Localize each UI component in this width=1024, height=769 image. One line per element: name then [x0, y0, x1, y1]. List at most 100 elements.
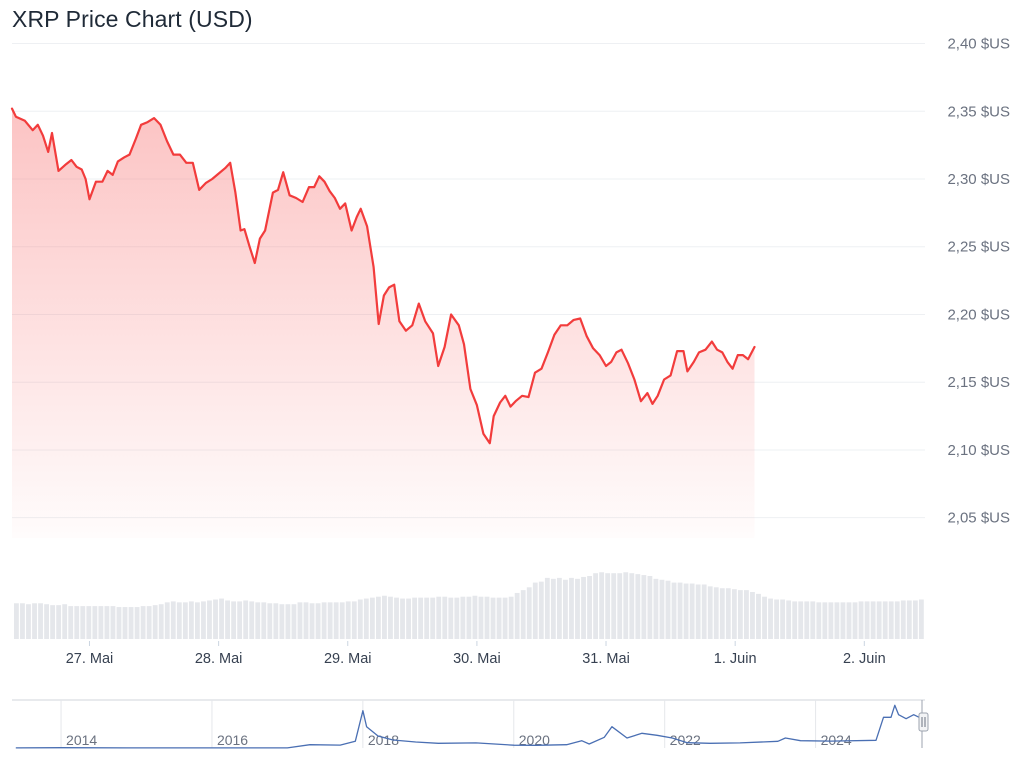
volume-bar [707, 586, 713, 639]
volume-bar [478, 596, 484, 639]
volume-bar [110, 606, 116, 639]
volume-bar [255, 602, 261, 639]
volume-bar [786, 600, 792, 639]
volume-bar [128, 607, 134, 639]
volume-bar [798, 601, 804, 639]
x-tick-label: 28. Mai [195, 651, 243, 667]
volume-bar [756, 593, 761, 639]
volume-bar [569, 577, 574, 639]
volume-bar [575, 578, 580, 639]
volume-bar [333, 602, 339, 639]
navigator-tick-label: 2014 [66, 732, 97, 748]
volume-bar [363, 598, 369, 639]
y-tick-label: 2,10 $US [947, 442, 1010, 459]
volume-bar [605, 573, 611, 639]
volume-bar [38, 603, 43, 639]
volume-bar [876, 601, 882, 639]
navigator-tick-label: 2020 [519, 732, 550, 748]
volume-bar [315, 603, 321, 639]
volume-bar [158, 604, 164, 639]
volume-bar [388, 596, 393, 639]
volume-bar [750, 592, 755, 639]
volume-bar [804, 601, 810, 639]
volume-bar [593, 573, 599, 639]
y-axis: 2,40 $US 2,35 $US 2,30 $US 2,25 $US 2,20 $US… [947, 36, 1010, 527]
volume-bar [80, 606, 86, 639]
volume-bar [713, 587, 719, 639]
volume-bar [261, 602, 267, 639]
volume-bar [164, 602, 170, 639]
volume-bar [695, 584, 701, 639]
volume-bar [683, 583, 689, 639]
volume-bar [412, 597, 418, 639]
volume-bar [291, 604, 297, 639]
volume-bar [484, 596, 490, 639]
volume-bar [581, 576, 586, 639]
x-tick-label: 27. Mai [66, 651, 114, 667]
x-tick-label: 29. Mai [324, 651, 372, 667]
volume-bar [587, 576, 592, 639]
volume-bar [176, 602, 182, 639]
navigator-series-line [15, 704, 923, 749]
volume-bar [279, 604, 285, 639]
y-tick-label: 2,25 $US [947, 239, 1010, 256]
volume-bar [122, 607, 128, 639]
volume-bar [882, 601, 888, 639]
navigator-tick-label: 2016 [217, 732, 248, 748]
volume-bar [918, 599, 924, 639]
volume-bar [134, 607, 140, 639]
volume-bar [544, 577, 550, 639]
volume-bar [20, 603, 25, 639]
volume-bar [617, 573, 623, 639]
volume-bar [520, 590, 526, 639]
volume-bar [62, 604, 68, 639]
volume-bar [599, 572, 605, 639]
y-tick-label: 2,05 $US [947, 510, 1010, 527]
volume-bar [442, 596, 448, 639]
volume-bar [810, 601, 816, 639]
volume-bar [140, 606, 146, 639]
volume-bar [98, 606, 104, 639]
volume-bar [864, 601, 870, 639]
volume-bar [846, 602, 852, 639]
volume-bar [375, 596, 381, 639]
volume-bar [267, 603, 273, 639]
volume-bar [44, 604, 49, 639]
navigator[interactable]: 2014 2016 2018 2020 2022 2024 [12, 699, 929, 749]
volume-bar [556, 577, 562, 639]
volume-bar [454, 597, 460, 639]
volume-bar [828, 602, 834, 639]
volume-bar [888, 601, 894, 639]
volume-bar [514, 592, 520, 639]
volume-bar [418, 597, 424, 639]
navigator-handle[interactable] [918, 712, 929, 732]
volume-bar [406, 598, 411, 639]
price-area [12, 108, 755, 538]
volume-bar [297, 602, 303, 639]
volume-bar [526, 587, 532, 639]
volume-bar [816, 602, 822, 639]
volume-bar [629, 573, 635, 639]
volume-bar [563, 579, 568, 639]
volume-bar [671, 582, 677, 639]
navigator-tick-label: 2022 [670, 732, 701, 748]
volume-bar [635, 574, 641, 639]
chart-title: XRP Price Chart (USD) [12, 6, 253, 32]
volume-bar [26, 604, 31, 639]
volume-bar [774, 599, 780, 639]
volume-bar [780, 599, 786, 639]
volume-bar [834, 602, 840, 639]
volume-bar [611, 573, 617, 639]
volume-bar [852, 602, 858, 639]
volume-bar [653, 578, 659, 639]
y-tick-label: 2,15 $US [947, 374, 1010, 391]
volume-bar [731, 589, 737, 639]
volume-bar [74, 606, 80, 639]
x-tick-label: 30. Mai [453, 651, 501, 667]
price-line-group [10, 107, 756, 445]
volume-bar [430, 597, 436, 639]
volume-bar [225, 600, 230, 639]
volume-bar [86, 606, 92, 639]
volume-bar [460, 596, 466, 639]
